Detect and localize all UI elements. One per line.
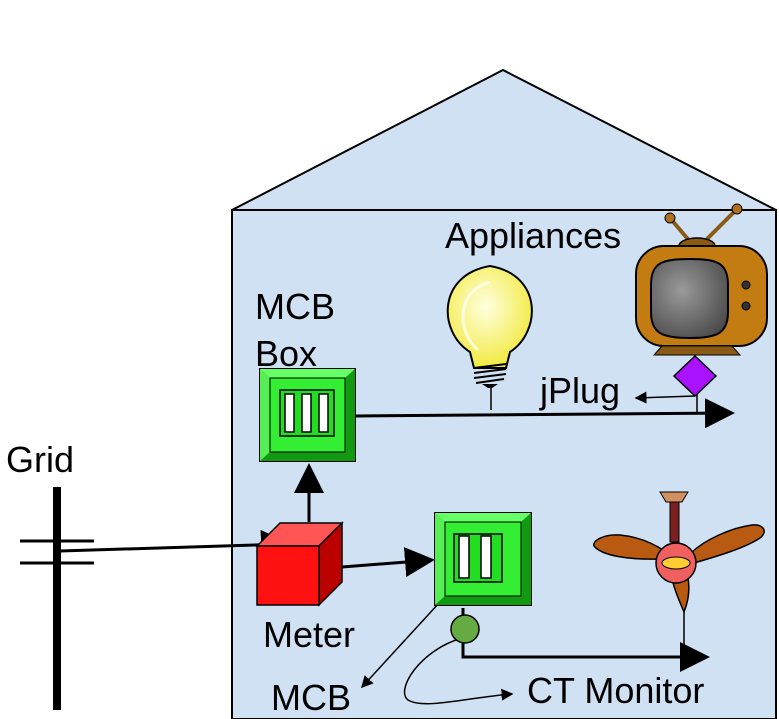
- mcb-box-label-line1: MCB: [255, 286, 335, 327]
- tv-icon: [635, 203, 768, 356]
- meter-to-mcb-wire: [341, 547, 435, 578]
- grid-pole-icon: [20, 487, 94, 710]
- mcb-box: [259, 368, 356, 462]
- house-roof: [231, 68, 777, 211]
- mcb-label: MCB: [271, 677, 351, 718]
- meter-label: Meter: [263, 614, 355, 655]
- jplug-pointer: [634, 391, 696, 404]
- light-bulb-icon: [446, 264, 533, 388]
- ct-monitor-label: CT Monitor: [527, 670, 704, 711]
- jplug-icon: [672, 354, 718, 398]
- mcb-box-label-line2: Box: [255, 333, 317, 374]
- meter-icon: [255, 521, 344, 607]
- grid-label: Grid: [6, 439, 74, 480]
- appliances-label: Appliances: [445, 215, 621, 256]
- jplug-label: jPlug: [539, 370, 620, 411]
- mcb-box-to-appliances-wire: [355, 398, 735, 429]
- ct-sensor-icon: [450, 614, 480, 644]
- ct-monitor-pointer: [403, 637, 514, 705]
- ceiling-fan-icon: [593, 491, 765, 615]
- mcb-switch: [434, 512, 532, 606]
- grid-to-meter-wire: [59, 529, 291, 560]
